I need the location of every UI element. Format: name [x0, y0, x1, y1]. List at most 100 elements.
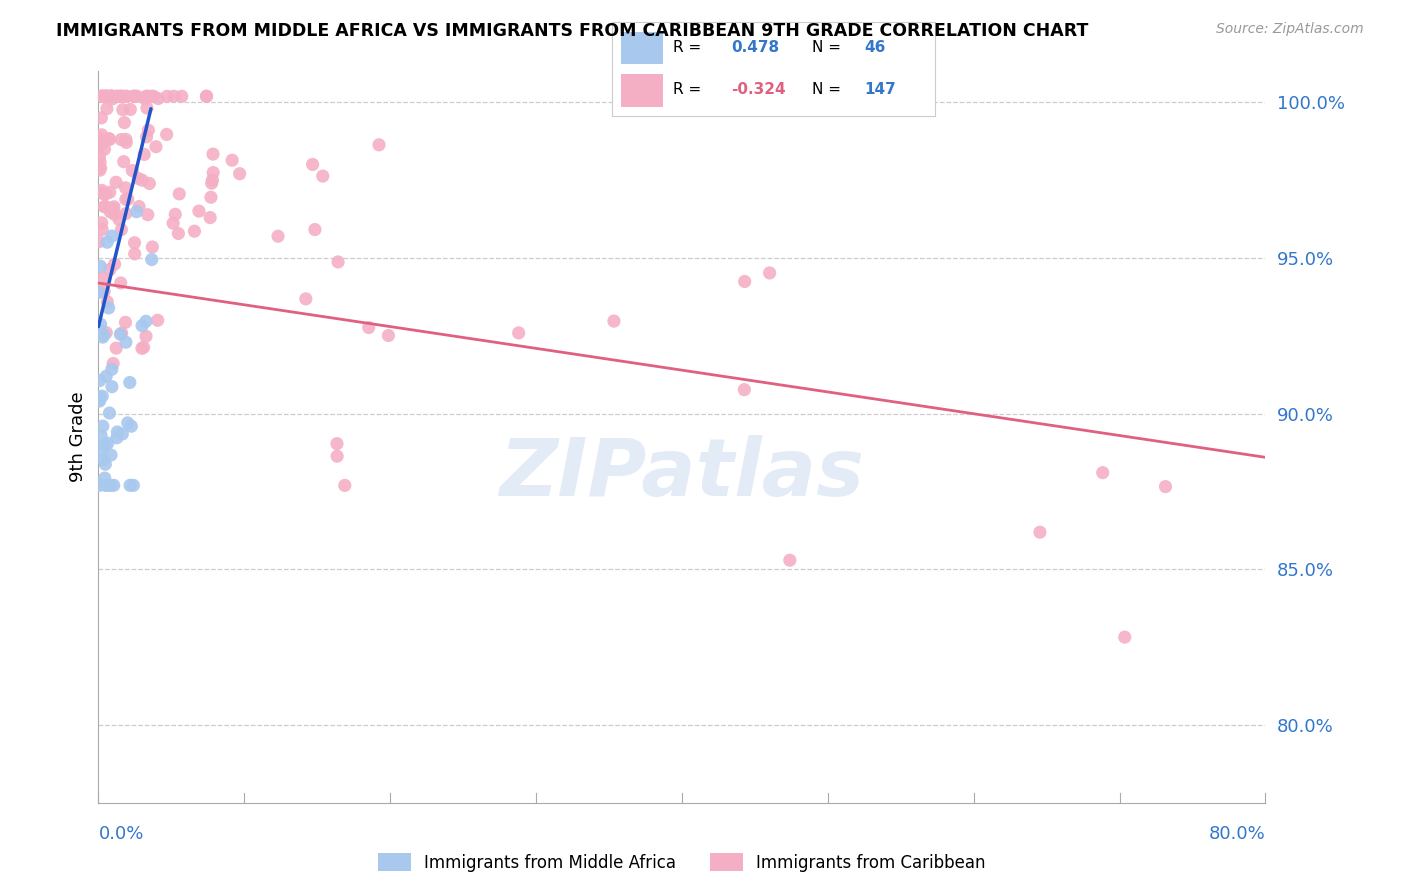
Text: ZIPatlas: ZIPatlas	[499, 434, 865, 513]
Point	[90, 161, 112, 175]
Point	[195, 89, 218, 103]
Legend: Immigrants from Middle Africa, Immigrants from Caribbean: Immigrants from Middle Africa, Immigrant…	[371, 847, 993, 879]
Point	[89, 323, 111, 337]
Point	[96, 294, 118, 309]
Point	[136, 101, 159, 115]
Point	[98, 131, 121, 145]
Point	[104, 257, 127, 271]
Text: 0.0%: 0.0%	[98, 825, 143, 843]
Point	[1154, 480, 1177, 494]
Point	[98, 185, 121, 199]
Point	[96, 89, 118, 103]
Text: R =: R =	[673, 40, 702, 55]
Point	[198, 211, 221, 225]
Point	[115, 136, 138, 150]
Point	[100, 362, 122, 376]
Point	[146, 313, 169, 327]
Point	[163, 89, 186, 103]
Point	[114, 207, 136, 221]
Point	[508, 326, 530, 340]
Point	[105, 89, 128, 103]
Point	[90, 137, 112, 152]
Point	[120, 419, 142, 434]
Point	[201, 176, 224, 190]
Point	[187, 204, 209, 219]
Text: 80.0%: 80.0%	[1209, 825, 1265, 843]
Point	[96, 89, 118, 103]
Point	[93, 142, 115, 156]
Point	[167, 186, 190, 201]
Point	[96, 369, 118, 384]
Point	[201, 173, 224, 187]
Point	[131, 173, 153, 187]
Point	[103, 200, 125, 214]
Point	[115, 89, 138, 103]
Point	[97, 436, 120, 450]
Point	[96, 102, 118, 116]
Point	[122, 478, 145, 492]
Point	[108, 89, 131, 103]
Point	[110, 276, 132, 290]
Point	[312, 169, 335, 183]
Point	[97, 89, 120, 103]
Point	[127, 171, 149, 186]
Point	[94, 478, 117, 492]
Point	[89, 155, 111, 169]
Point	[110, 132, 132, 146]
Point	[91, 89, 114, 103]
Point	[96, 235, 118, 250]
Point	[89, 150, 111, 164]
Point	[304, 222, 326, 236]
Point	[111, 89, 134, 103]
Point	[120, 103, 142, 117]
Text: -0.324: -0.324	[731, 82, 786, 97]
Point	[93, 285, 115, 299]
Point	[91, 419, 114, 434]
Point	[101, 89, 124, 103]
Point	[105, 341, 128, 355]
Point	[779, 553, 801, 567]
Point	[94, 89, 117, 103]
Point	[326, 255, 349, 269]
Point	[122, 89, 145, 103]
Point	[101, 357, 124, 371]
Point	[96, 478, 118, 492]
Point	[90, 128, 112, 142]
Point	[101, 202, 124, 216]
Point	[91, 222, 114, 236]
Point	[93, 471, 115, 485]
Point	[110, 89, 132, 103]
Point	[221, 153, 243, 168]
Point	[90, 186, 112, 200]
Point	[148, 91, 170, 105]
Point	[131, 341, 153, 355]
Point	[90, 429, 112, 443]
Point	[326, 436, 349, 450]
Point	[94, 186, 117, 201]
Point	[162, 216, 184, 230]
Point	[357, 320, 380, 334]
Point	[128, 200, 150, 214]
Text: 147: 147	[863, 82, 896, 97]
Point	[139, 89, 162, 103]
Point	[108, 212, 131, 227]
Point	[110, 222, 132, 236]
Point	[145, 139, 167, 153]
Point	[93, 200, 115, 214]
Point	[94, 89, 117, 103]
Point	[100, 89, 122, 103]
Point	[105, 425, 128, 439]
Point	[114, 193, 136, 207]
Text: R =: R =	[673, 82, 702, 97]
Point	[91, 89, 114, 103]
Point	[135, 89, 157, 103]
Point	[170, 89, 193, 103]
Text: IMMIGRANTS FROM MIDDLE AFRICA VS IMMIGRANTS FROM CARIBBEAN 9TH GRADE CORRELATION: IMMIGRANTS FROM MIDDLE AFRICA VS IMMIGRA…	[56, 22, 1088, 40]
Point	[94, 199, 117, 213]
Point	[122, 89, 145, 103]
Point	[89, 478, 111, 492]
Point	[98, 406, 121, 420]
Point	[368, 137, 391, 152]
Point	[142, 89, 165, 103]
Point	[377, 328, 399, 343]
